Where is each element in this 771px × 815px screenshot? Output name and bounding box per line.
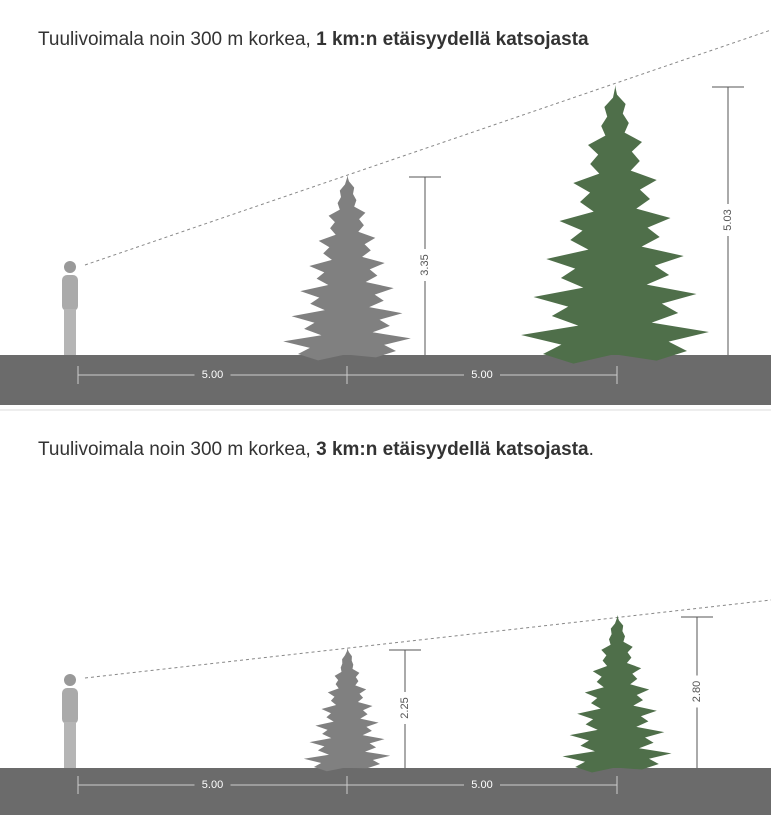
ground (0, 768, 771, 815)
distance-label: 5.00 (202, 369, 223, 381)
ground (0, 355, 771, 405)
person-body (62, 275, 78, 311)
person-head (64, 261, 76, 273)
distance-label: 5.00 (471, 369, 492, 381)
person-legs (64, 309, 76, 355)
person-body (62, 688, 78, 724)
person-legs (64, 722, 76, 768)
height-label: 3.35 (419, 254, 431, 275)
title-suffix: . (589, 439, 594, 460)
distance-label: 5.00 (471, 779, 492, 791)
distance-label: 5.00 (202, 779, 223, 791)
height-label: 2.80 (691, 681, 703, 702)
height-label: 2.25 (399, 697, 411, 718)
diagram: Tuulivoimala noin 300 m korkea, 1 km:n e… (0, 0, 771, 815)
height-label: 5.03 (722, 209, 734, 230)
panel-title: Tuulivoimala noin 300 m korkea, 3 km:n e… (38, 439, 594, 460)
panel-title: Tuulivoimala noin 300 m korkea, 1 km:n e… (38, 29, 589, 50)
title-bold: 1 km:n etäisyydellä katsojasta (316, 29, 589, 50)
title-bold: 3 km:n etäisyydellä katsojasta (316, 439, 589, 460)
person-head (64, 674, 76, 686)
title-text: Tuulivoimala noin 300 m korkea, (38, 29, 316, 50)
background (0, 0, 771, 815)
title-text: Tuulivoimala noin 300 m korkea, (38, 439, 316, 460)
